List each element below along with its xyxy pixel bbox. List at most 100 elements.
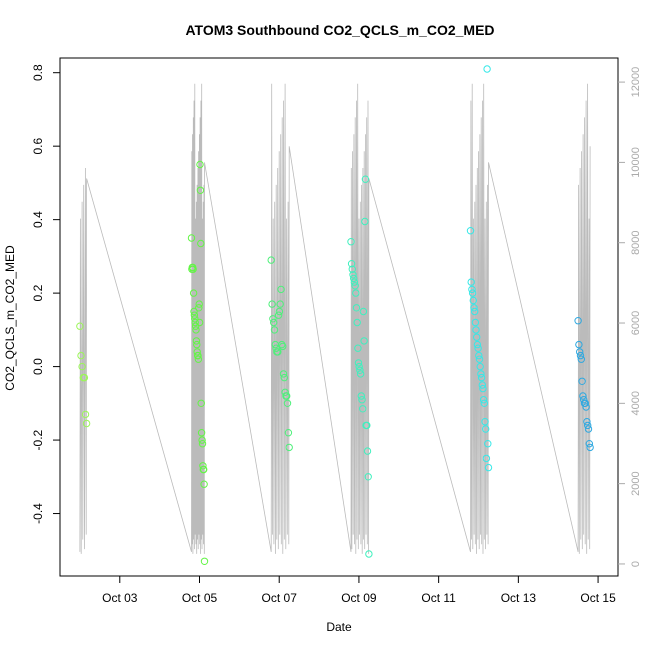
data-point [284,429,293,437]
data-point [272,344,280,352]
y2-tick-label: 6000 [630,311,642,335]
data-point [274,348,282,356]
y-tick-label: -0.2 [31,429,45,450]
data-point [195,318,204,327]
data-point [363,447,372,455]
data-point [480,399,488,407]
data-point [473,333,481,341]
data-point [471,307,479,316]
data-point [191,315,199,323]
data-point [483,65,491,73]
data-point [194,351,202,360]
data-point [475,351,483,360]
data-point [199,462,207,470]
data-point [269,315,277,323]
data-point [347,260,356,268]
y2-tick-label: 0 [630,561,642,567]
data-points-layer [76,65,594,565]
data-point [364,473,372,481]
data-point [195,300,203,308]
data-point [581,399,589,407]
data-point [192,326,200,334]
data-point [363,421,371,430]
data-point [347,238,355,246]
data-point [200,557,209,565]
data-point [472,326,480,334]
x-tick-label: Oct 13 [501,591,537,605]
data-point [579,392,587,400]
data-point [580,396,588,404]
data-point [283,399,292,407]
data-point [575,340,583,349]
data-point [268,300,276,308]
data-point [578,377,586,385]
data-point [577,355,585,363]
data-point [193,348,201,356]
x-tick-label: Oct 09 [341,591,377,605]
data-point [76,322,84,330]
data-point [358,396,366,404]
data-point [352,289,360,297]
data-point [198,436,206,444]
data-point [283,392,291,400]
y-tick-label: -0.4 [31,503,45,524]
data-point [361,175,370,183]
y-tick-label: 0.2 [31,284,45,301]
data-point [586,443,594,452]
data-point [576,348,584,356]
plot-frame [59,57,619,577]
x-tick-label: Oct 11 [421,591,456,605]
data-point [189,265,197,273]
data-point [365,550,373,558]
y2-tick-label: 12000 [630,67,642,98]
data-point [348,265,356,273]
data-point [467,278,475,286]
data-point [351,282,359,290]
data-point [482,454,491,463]
data-point [583,418,591,426]
data-point [585,440,593,448]
data-point [474,344,482,352]
y2-tick-label: 2000 [630,471,642,495]
data-point [270,326,279,334]
data-point [349,271,357,279]
data-point [354,359,363,367]
x-tick-label: Oct 03 [102,591,138,605]
data-point [197,429,206,437]
data-point [353,318,361,327]
y-tick-label: 0.4 [31,211,45,228]
data-point [574,317,582,325]
data-point [279,370,288,378]
data-point [77,351,85,360]
data-point [195,304,203,312]
data-point [478,381,486,389]
data-point [469,296,477,305]
data-point [281,388,289,396]
data-point [359,307,368,316]
data-point [359,405,367,413]
data-point [190,311,199,319]
data-point [350,274,358,283]
data-point [197,399,205,407]
data-point [200,480,208,488]
data-point [189,289,198,297]
data-point [356,366,364,374]
data-point [276,300,284,308]
data-point [473,340,482,349]
data-point [476,362,484,371]
data-point [279,342,287,351]
data-point [285,443,293,452]
data-point [191,322,200,330]
y-tick-label: 0.6 [31,138,45,155]
data-point [277,285,285,294]
data-point [479,384,487,393]
y-tick-label: 0.8 [31,64,45,81]
data-point [481,418,489,426]
data-point [477,373,486,382]
data-point [80,373,89,382]
x-tick-label: Oct 05 [182,591,218,605]
data-point [468,289,477,297]
data-point [482,425,490,433]
data-point [584,425,593,433]
data-point [479,396,488,404]
